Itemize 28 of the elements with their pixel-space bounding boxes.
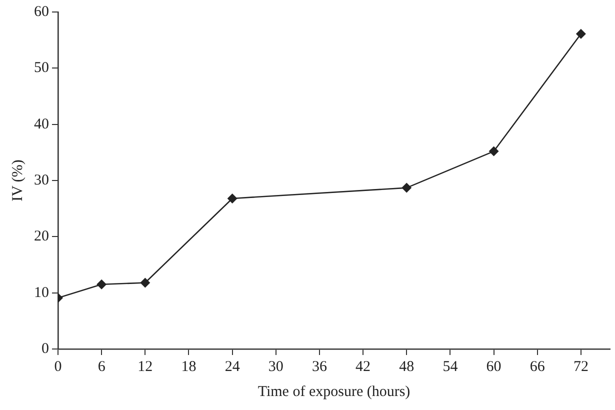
point xyxy=(402,182,412,193)
x-tick-label: 0 xyxy=(54,358,62,375)
point xyxy=(576,28,586,39)
y-tick-label: 50 xyxy=(34,60,49,76)
point xyxy=(227,193,238,204)
x-tick-label: 48 xyxy=(399,358,414,375)
y-tick-label: 60 xyxy=(34,4,49,20)
x-tick-label: 36 xyxy=(312,358,328,375)
y-tick-label: 30 xyxy=(34,172,49,188)
point xyxy=(488,146,499,156)
x-tick-label: 66 xyxy=(530,358,546,375)
x-tick-label: 60 xyxy=(486,358,502,375)
x-tick-label: 72 xyxy=(573,358,588,375)
y-tick-label: 40 xyxy=(34,116,49,132)
y-tick-label: 20 xyxy=(34,228,49,245)
point xyxy=(140,278,150,288)
x-tick-label: 30 xyxy=(268,358,284,375)
x-axis-title: Time of exposure (hours) xyxy=(258,384,410,400)
x-tick-label: 12 xyxy=(138,358,153,375)
x-tick-label: 54 xyxy=(442,358,458,375)
point xyxy=(96,279,107,290)
y-axis-title: IV (%) xyxy=(10,160,26,202)
x-tick-label: 18 xyxy=(181,358,196,375)
x-tick-label: 24 xyxy=(224,358,240,375)
y-tick-label: 10 xyxy=(34,284,49,301)
x-tick-label: 42 xyxy=(356,358,371,375)
y-tick-label: 0 xyxy=(42,340,49,357)
x-tick-label: 6 xyxy=(98,358,106,375)
